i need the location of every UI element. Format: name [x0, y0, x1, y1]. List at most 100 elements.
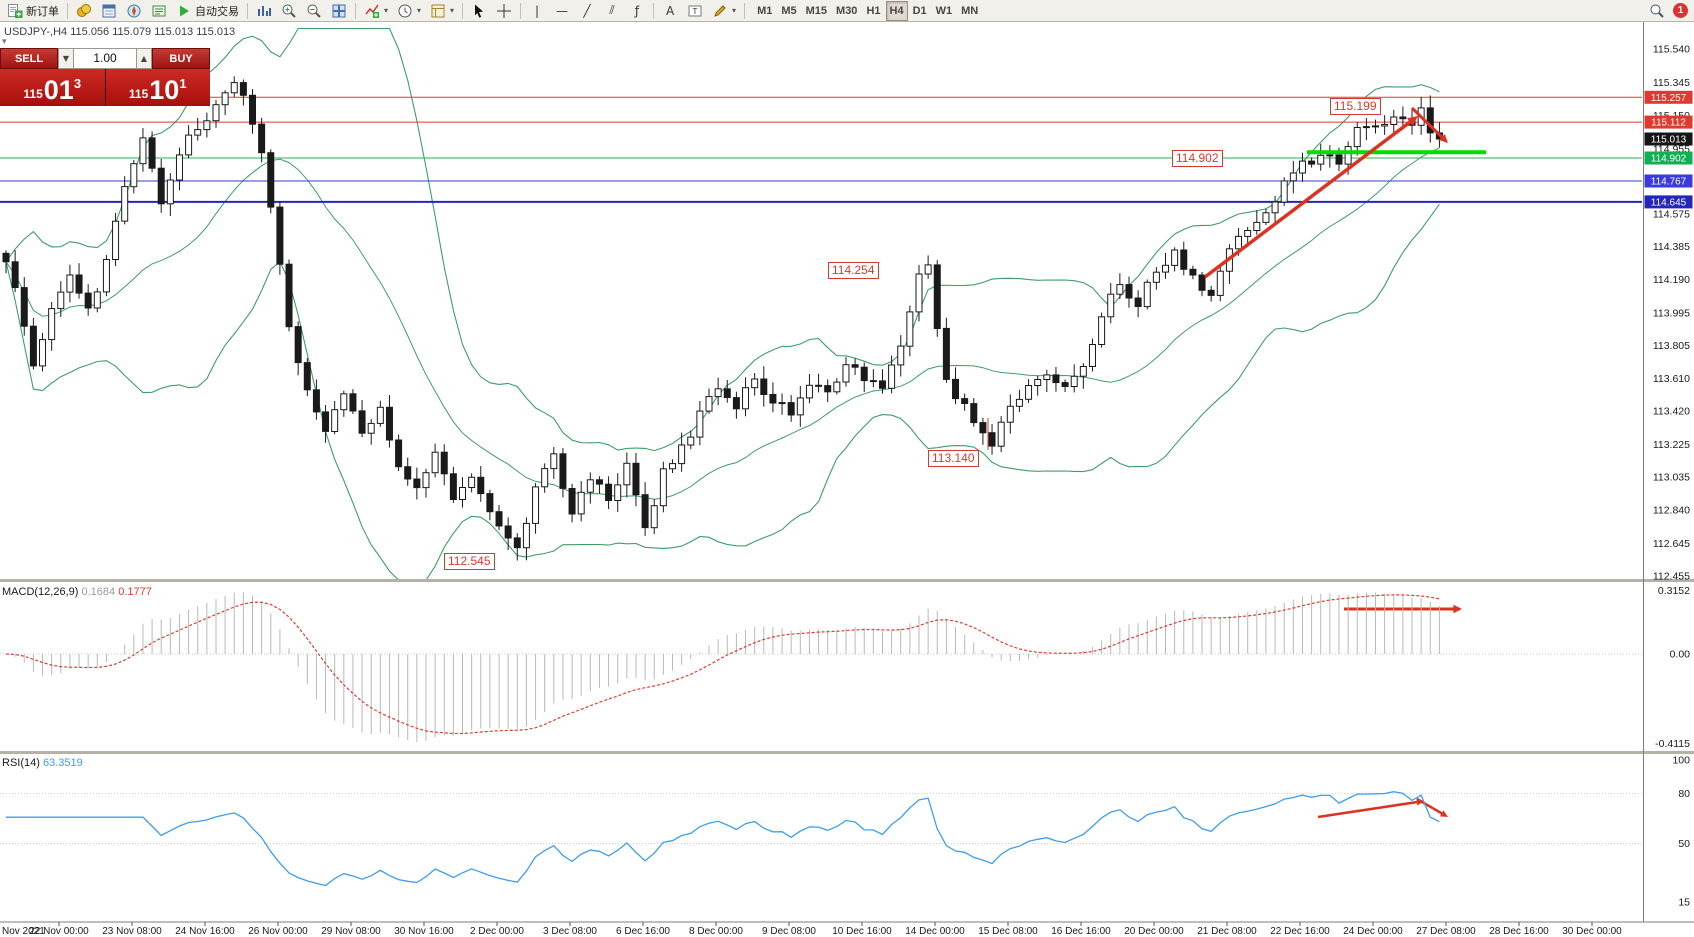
indicators-icon	[365, 4, 379, 18]
red-arrow-object[interactable]	[1410, 106, 1445, 140]
periods-button[interactable]: ▾	[393, 1, 425, 21]
horizontal-line-button[interactable]: —	[550, 1, 574, 21]
price-annotation[interactable]: 114.902	[1172, 150, 1223, 167]
dropdown-caret-icon: ▾	[417, 6, 422, 15]
svg-text:24 Nov 16:00: 24 Nov 16:00	[175, 926, 235, 937]
notification-badge[interactable]: 1	[1673, 3, 1688, 18]
search-button[interactable]	[1645, 1, 1669, 21]
chart-canvas[interactable]: 115.540115.345115.150114.955114.765114.5…	[0, 22, 1694, 937]
price-annotation[interactable]: 112.545	[444, 553, 495, 570]
rsi-name: RSI(14)	[2, 757, 40, 769]
price-annotation[interactable]: 114.254	[828, 262, 879, 279]
indicators-button[interactable]: ▾	[360, 1, 392, 21]
cursor-button[interactable]	[467, 1, 491, 21]
svg-text:8 Dec 00:00: 8 Dec 00:00	[689, 926, 743, 937]
svg-text:115.013: 115.013	[1651, 135, 1687, 146]
svg-text:113.995: 113.995	[1653, 307, 1690, 319]
trendline-button[interactable]: ╱	[575, 1, 599, 21]
svg-text:29 Nov 08:00: 29 Nov 08:00	[321, 926, 381, 937]
buy-price-pips: 10	[149, 75, 180, 105]
data-window-button[interactable]	[97, 1, 121, 21]
timeframe-m1-button[interactable]: M1	[753, 1, 776, 21]
price-tag	[1644, 90, 1693, 104]
bar-chart-button[interactable]	[252, 1, 276, 21]
buy-button[interactable]: BUY	[152, 48, 210, 69]
new-order-button[interactable]: 新订单	[3, 1, 63, 21]
timeframe-mn-button[interactable]: MN	[957, 1, 982, 21]
timeframe-m15-button[interactable]: M15	[802, 1, 831, 21]
timeframe-h4-button[interactable]: H4	[885, 0, 908, 21]
panel-collapse-icon[interactable]: ▾	[2, 37, 7, 47]
svg-text:112.840: 112.840	[1653, 505, 1690, 517]
svg-text:23 Nov 08:00: 23 Nov 08:00	[102, 926, 162, 937]
text-icon: A	[665, 3, 675, 18]
zoom-out-button[interactable]	[302, 1, 326, 21]
macd-indicator-label: MACD(12,26,9) 0.1684 0.1777	[2, 586, 152, 598]
templates-button[interactable]: ▾	[426, 1, 458, 21]
terminal-icon	[152, 5, 166, 16]
red-arrow-object[interactable]	[1203, 119, 1413, 279]
svg-text:80: 80	[1678, 788, 1690, 800]
timeframe-m5-button[interactable]: M5	[777, 1, 800, 21]
rsi-line	[6, 791, 1440, 887]
svg-text:115.257: 115.257	[1651, 93, 1687, 104]
sell-price-display[interactable]: 115 01 3	[0, 69, 105, 106]
vertical-line-button[interactable]: |	[525, 1, 549, 21]
market-watch-button[interactable]	[72, 1, 96, 21]
price-axis[interactable]: 115.540115.345115.150114.955114.765114.5…	[1653, 44, 1690, 583]
timeframe-m30-button[interactable]: M30	[832, 1, 861, 21]
buy-price-fraction: 1	[179, 76, 187, 91]
timeframe-h1-button[interactable]: H1	[862, 1, 884, 21]
svg-text:114.902: 114.902	[1651, 154, 1687, 165]
buy-price-display[interactable]: 115 10 1	[105, 69, 210, 106]
volume-input[interactable]: 1.00	[74, 48, 136, 69]
crosshair-button[interactable]	[492, 1, 516, 21]
rsi-indicator-label: RSI(14) 63.3519	[2, 757, 83, 769]
candles	[2, 76, 1443, 561]
price-annotation[interactable]: 115.199	[1330, 98, 1381, 115]
pane-splitter[interactable]	[0, 751, 1694, 754]
svg-text:20 Dec 00:00: 20 Dec 00:00	[1124, 926, 1184, 937]
svg-text:21 Dec 08:00: 21 Dec 08:00	[1197, 926, 1257, 937]
svg-text:0.00: 0.00	[1670, 649, 1691, 661]
macd-signal-value: 0.1777	[118, 586, 152, 598]
timeframe-w1-button[interactable]: W1	[932, 1, 957, 21]
channel-button[interactable]: ⫽	[600, 1, 624, 21]
volume-down-button[interactable]: ▼	[58, 48, 74, 69]
red-arrow-object[interactable]	[1416, 797, 1444, 816]
autotrading-play-icon	[180, 5, 189, 16]
svg-text:115.112: 115.112	[1651, 118, 1686, 129]
svg-text:113.610: 113.610	[1653, 373, 1690, 385]
svg-text:113.420: 113.420	[1653, 406, 1690, 418]
red-arrow-object[interactable]	[1317, 800, 1419, 819]
volume-up-button[interactable]: ▲	[136, 48, 152, 69]
svg-text:Nov 2021: Nov 2021	[2, 926, 45, 937]
autotrading-button[interactable]: 自动交易	[172, 1, 243, 21]
channel-icon: ⫽	[609, 3, 615, 17]
text-button[interactable]: A	[658, 1, 682, 21]
zoom-in-icon	[282, 4, 296, 18]
price-tags: 115.257 115.112 115.013 114.902 114.767 114.6…	[1644, 90, 1693, 209]
timeframe-d1-button[interactable]: D1	[909, 1, 931, 21]
tile-windows-button[interactable]	[327, 1, 351, 21]
terminal-button[interactable]	[147, 1, 171, 21]
search-icon	[1650, 4, 1664, 18]
fibonacci-button[interactable]: ƒ	[625, 1, 649, 21]
chart-symbol-ohlc: USDJPY-,H4 115.056 115.079 115.013 115.0…	[4, 26, 236, 38]
pane-splitter[interactable]	[0, 579, 1694, 582]
zoom-in-button[interactable]	[277, 1, 301, 21]
dropdown-caret-icon: ▾	[450, 6, 455, 15]
bar-chart-icon	[258, 5, 271, 16]
navigator-button[interactable]	[122, 1, 146, 21]
svg-text:15: 15	[1678, 897, 1690, 909]
svg-text:26 Nov 00:00: 26 Nov 00:00	[248, 926, 308, 937]
price-annotation[interactable]: 113.140	[928, 450, 979, 467]
text-label-button[interactable]: T	[683, 1, 707, 21]
sell-button[interactable]: SELL	[0, 48, 58, 69]
shapes-button[interactable]: ▾	[708, 1, 740, 21]
svg-text:6 Dec 16:00: 6 Dec 16:00	[616, 926, 670, 937]
svg-text:22 Dec 16:00: 22 Dec 16:00	[1270, 926, 1330, 937]
svg-text:112.455: 112.455	[1653, 570, 1690, 582]
svg-text:24 Dec 00:00: 24 Dec 00:00	[1343, 926, 1403, 937]
